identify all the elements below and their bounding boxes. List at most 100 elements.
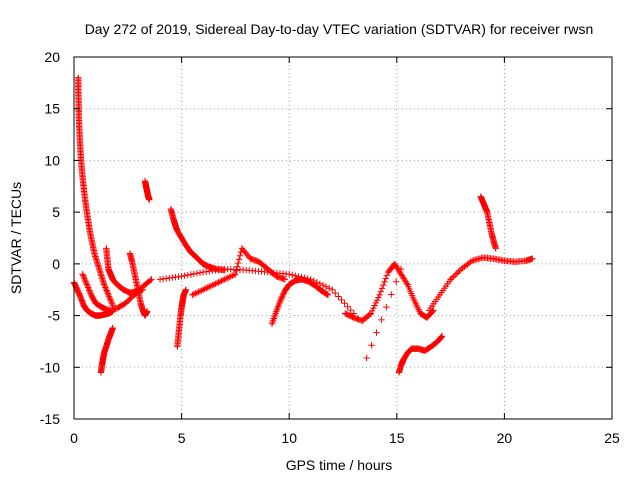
x-tick-labels: 0 5 10 15 20 25 — [70, 430, 620, 446]
data-point — [279, 292, 286, 300]
data-point — [81, 276, 89, 284]
data-point — [376, 291, 383, 299]
data-point — [202, 285, 210, 292]
data-point — [213, 279, 221, 287]
data-point — [108, 300, 116, 307]
data-point — [273, 308, 280, 315]
data-point — [143, 308, 151, 315]
axis-ticks — [73, 56, 613, 420]
data-point — [84, 284, 92, 291]
data-point — [86, 287, 93, 294]
data-point — [107, 296, 114, 303]
data-point — [363, 354, 370, 362]
data-point — [209, 282, 216, 289]
data-point — [196, 269, 204, 276]
series-3 — [97, 324, 116, 376]
data-point — [383, 303, 390, 311]
data-point — [329, 286, 336, 293]
data-point — [392, 278, 400, 285]
data-point — [529, 255, 536, 262]
data-point — [218, 277, 225, 285]
data-point — [226, 273, 233, 281]
data-point — [80, 272, 87, 279]
data-point — [219, 276, 227, 284]
series-10 — [189, 245, 289, 299]
data-point — [102, 284, 109, 291]
data-point — [215, 279, 222, 286]
y-tick-label: 20 — [44, 49, 60, 65]
data-point — [341, 300, 348, 307]
y-tick-labels: -15 -10 -5 0 5 10 15 20 — [40, 49, 60, 427]
series-7 — [167, 205, 228, 274]
y-tick-label: -15 — [40, 411, 60, 427]
data-point — [192, 290, 199, 297]
data-point — [216, 278, 224, 285]
data-point — [199, 286, 207, 293]
data-point — [438, 333, 446, 340]
data-point — [366, 311, 373, 318]
data-point — [181, 272, 188, 279]
series-13 — [395, 333, 446, 376]
data-point — [108, 299, 115, 306]
data-point — [382, 275, 389, 282]
data-point — [347, 306, 354, 314]
data-point — [222, 275, 230, 282]
data-point — [86, 288, 94, 296]
data-point — [104, 288, 111, 296]
data-point — [335, 293, 342, 300]
data-point — [332, 289, 339, 297]
data-point — [109, 324, 116, 332]
data-point — [178, 273, 185, 280]
series-15 — [477, 193, 499, 252]
data-point — [101, 282, 108, 290]
data-point — [193, 289, 201, 296]
data-point — [373, 329, 380, 336]
data-point — [83, 281, 91, 288]
data-point — [230, 271, 238, 279]
series-8 — [174, 286, 190, 350]
data-point — [467, 258, 474, 266]
data-point — [450, 273, 457, 280]
y-tick-label: 0 — [52, 256, 60, 272]
data-point — [371, 302, 378, 309]
data-point — [201, 285, 208, 293]
data-point — [322, 283, 330, 290]
x-tick-label: 20 — [497, 430, 513, 446]
x-tick-label: 5 — [178, 430, 186, 446]
data-point — [429, 308, 436, 315]
series-6 — [141, 177, 153, 203]
data-point — [83, 279, 90, 287]
data-point — [274, 303, 282, 310]
data-point — [452, 271, 459, 279]
data-point — [456, 267, 464, 274]
data-point — [190, 290, 198, 298]
data-point — [229, 272, 236, 279]
data-point — [277, 296, 284, 304]
data-point — [221, 276, 228, 283]
series-4 — [103, 245, 147, 297]
data-point — [455, 268, 462, 276]
data-point — [447, 276, 454, 283]
data-point — [274, 304, 281, 312]
data-point — [380, 281, 387, 289]
y-axis-title: SDTVAR / TECUs — [8, 182, 24, 294]
data-point — [397, 265, 405, 273]
data-point — [210, 281, 218, 288]
data-point — [187, 271, 195, 278]
y-tick-label: -5 — [48, 308, 61, 324]
data-point — [338, 296, 345, 304]
data-point — [207, 282, 215, 290]
data-point — [273, 306, 281, 314]
data-point — [148, 276, 155, 283]
data-point — [105, 291, 112, 299]
data-point — [375, 294, 382, 301]
data-point — [79, 271, 86, 278]
data-point — [368, 342, 375, 349]
data-point — [184, 271, 191, 279]
data-point — [289, 271, 296, 279]
data-point — [85, 285, 92, 293]
data-point — [204, 284, 211, 291]
data-point — [403, 279, 410, 287]
data-point — [388, 291, 395, 298]
